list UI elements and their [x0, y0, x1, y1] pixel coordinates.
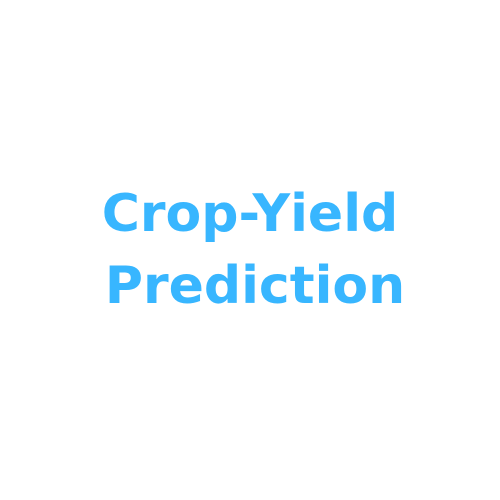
- title-line-2: Prediction: [104, 256, 406, 316]
- title-line-1: Crop-Yield: [101, 184, 399, 244]
- title-heading: Crop-Yield Prediction: [0, 178, 500, 322]
